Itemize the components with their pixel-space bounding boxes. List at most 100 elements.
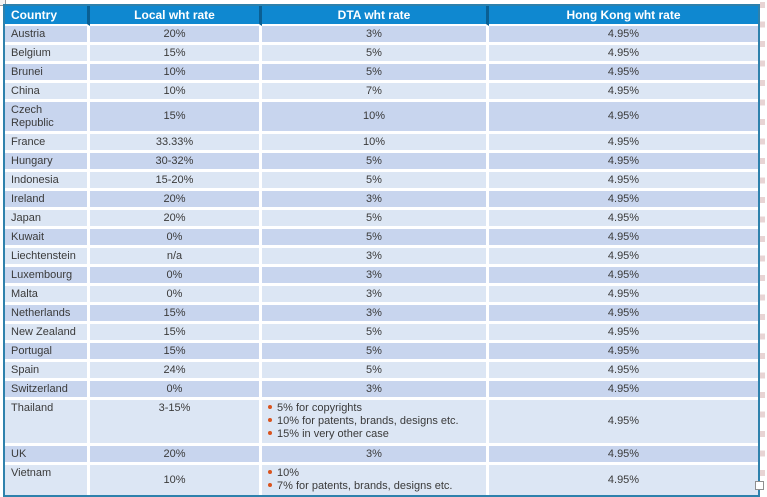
cell-hk-rate[interactable]: 4.95% xyxy=(489,26,758,45)
cell-country[interactable]: Switzerland xyxy=(5,381,90,400)
cell-local-rate[interactable]: 20% xyxy=(90,210,262,229)
cell-dta-rate[interactable]: 10% xyxy=(262,102,489,134)
cell-local-rate[interactable]: 20% xyxy=(90,191,262,210)
cell-dta-rate[interactable]: 5% xyxy=(262,64,489,83)
cell-local-rate[interactable]: 3-15% xyxy=(90,400,262,446)
cell-country[interactable]: France xyxy=(5,134,90,153)
cell-country[interactable]: Kuwait xyxy=(5,229,90,248)
cell-dta-rate[interactable]: 3% xyxy=(262,305,489,324)
cell-country[interactable]: Malta xyxy=(5,286,90,305)
cell-local-rate[interactable]: 15% xyxy=(90,45,262,64)
cell-dta-rate[interactable]: 3% xyxy=(262,248,489,267)
cell-country[interactable]: Brunei xyxy=(5,64,90,83)
cell-local-rate[interactable]: 24% xyxy=(90,362,262,381)
header-country[interactable]: Country xyxy=(5,6,90,26)
header-hk-wht-rate[interactable]: Hong Kong wht rate xyxy=(489,6,758,26)
cell-hk-rate[interactable]: 4.95% xyxy=(489,381,758,400)
table-row: Czech Republic 15% 10% 4.95% xyxy=(5,102,758,134)
cell-local-rate[interactable]: 10% xyxy=(90,64,262,83)
cell-hk-rate[interactable]: 4.95% xyxy=(489,267,758,286)
cell-dta-rate[interactable]: 3% xyxy=(262,26,489,45)
cell-dta-rate[interactable]: 3% xyxy=(262,286,489,305)
cell-dta-rate[interactable]: 3% xyxy=(262,191,489,210)
cell-dta-rate[interactable]: 5% xyxy=(262,324,489,343)
cell-dta-rate[interactable]: 10% xyxy=(262,134,489,153)
cell-country[interactable]: Japan xyxy=(5,210,90,229)
cell-hk-rate[interactable]: 4.95% xyxy=(489,400,758,446)
cell-hk-rate[interactable]: 4.95% xyxy=(489,64,758,83)
cell-hk-rate[interactable]: 4.95% xyxy=(489,153,758,172)
cell-local-rate[interactable]: 15% xyxy=(90,324,262,343)
cell-country[interactable]: Czech Republic xyxy=(5,102,90,134)
cell-hk-rate[interactable]: 4.95% xyxy=(489,324,758,343)
table-row: Austria 20% 3% 4.95% xyxy=(5,26,758,45)
cell-hk-rate[interactable]: 4.95% xyxy=(489,362,758,381)
cell-country[interactable]: China xyxy=(5,83,90,102)
cell-local-rate[interactable]: 0% xyxy=(90,381,262,400)
cell-local-rate[interactable]: 15% xyxy=(90,343,262,362)
table-row: Vietnam 10% 10% 7% for patents, brands, des… xyxy=(5,465,758,495)
cell-dta-rate[interactable]: 5% xyxy=(262,153,489,172)
cell-local-rate[interactable]: 15% xyxy=(90,102,262,134)
cell-local-rate[interactable]: 15-20% xyxy=(90,172,262,191)
cell-dta-rate[interactable]: 5% xyxy=(262,362,489,381)
cell-dta-rate[interactable]: 3% xyxy=(262,267,489,286)
cell-country[interactable]: Liechtenstein xyxy=(5,248,90,267)
cell-local-rate[interactable]: 33.33% xyxy=(90,134,262,153)
cell-hk-rate[interactable]: 4.95% xyxy=(489,465,758,495)
dta-bullet-list: 5% for copyrights 10% for patents, brands… xyxy=(268,402,484,441)
cell-hk-rate[interactable]: 4.95% xyxy=(489,446,758,465)
cell-hk-rate[interactable]: 4.95% xyxy=(489,134,758,153)
cell-hk-rate[interactable]: 4.95% xyxy=(489,229,758,248)
table-row: Netherlands 15% 3% 4.95% xyxy=(5,305,758,324)
cell-country[interactable]: Netherlands xyxy=(5,305,90,324)
cell-country[interactable]: Indonesia xyxy=(5,172,90,191)
table-resize-handle[interactable] xyxy=(755,481,764,490)
cell-local-rate[interactable]: 10% xyxy=(90,465,262,495)
cell-hk-rate[interactable]: 4.95% xyxy=(489,248,758,267)
cell-hk-rate[interactable]: 4.95% xyxy=(489,286,758,305)
cell-local-rate[interactable]: 15% xyxy=(90,305,262,324)
cell-dta-rate[interactable]: 5% xyxy=(262,229,489,248)
cell-country[interactable]: Vietnam xyxy=(5,465,90,495)
cell-hk-rate[interactable]: 4.95% xyxy=(489,102,758,134)
cell-country[interactable]: UK xyxy=(5,446,90,465)
cell-country[interactable]: Belgium xyxy=(5,45,90,64)
cell-dta-rate[interactable]: 3% xyxy=(262,381,489,400)
cell-country[interactable]: Hungary xyxy=(5,153,90,172)
cell-local-rate[interactable]: 0% xyxy=(90,267,262,286)
table-row: China 10% 7% 4.95% xyxy=(5,83,758,102)
cell-dta-rate[interactable]: 10% 7% for patents, brands, designs etc. xyxy=(262,465,489,495)
header-dta-wht-rate[interactable]: DTA wht rate xyxy=(262,6,489,26)
cell-country[interactable]: Thailand xyxy=(5,400,90,446)
cell-local-rate[interactable]: 0% xyxy=(90,229,262,248)
cell-local-rate[interactable]: 10% xyxy=(90,83,262,102)
cell-dta-rate[interactable]: 3% xyxy=(262,446,489,465)
cell-country[interactable]: Ireland xyxy=(5,191,90,210)
cell-hk-rate[interactable]: 4.95% xyxy=(489,343,758,362)
cell-local-rate[interactable]: 20% xyxy=(90,446,262,465)
cell-hk-rate[interactable]: 4.95% xyxy=(489,172,758,191)
cell-local-rate[interactable]: n/a xyxy=(90,248,262,267)
cell-country[interactable]: New Zealand xyxy=(5,324,90,343)
cell-country[interactable]: Spain xyxy=(5,362,90,381)
cell-dta-rate[interactable]: 5% xyxy=(262,172,489,191)
cell-hk-rate[interactable]: 4.95% xyxy=(489,210,758,229)
table-row: Luxembourg 0% 3% 4.95% xyxy=(5,267,758,286)
cell-dta-rate[interactable]: 7% xyxy=(262,83,489,102)
cell-hk-rate[interactable]: 4.95% xyxy=(489,45,758,64)
cell-country[interactable]: Portugal xyxy=(5,343,90,362)
cell-dta-rate[interactable]: 5% xyxy=(262,45,489,64)
cell-local-rate[interactable]: 20% xyxy=(90,26,262,45)
cell-hk-rate[interactable]: 4.95% xyxy=(489,305,758,324)
cell-dta-rate[interactable]: 5% xyxy=(262,210,489,229)
cell-country[interactable]: Luxembourg xyxy=(5,267,90,286)
cell-hk-rate[interactable]: 4.95% xyxy=(489,83,758,102)
cell-local-rate[interactable]: 30-32% xyxy=(90,153,262,172)
cell-local-rate[interactable]: 0% xyxy=(90,286,262,305)
cell-dta-rate[interactable]: 5% xyxy=(262,343,489,362)
cell-hk-rate[interactable]: 4.95% xyxy=(489,191,758,210)
header-local-wht-rate[interactable]: Local wht rate xyxy=(90,6,262,26)
cell-country[interactable]: Austria xyxy=(5,26,90,45)
cell-dta-rate[interactable]: 5% for copyrights 10% for patents, brands… xyxy=(262,400,489,446)
